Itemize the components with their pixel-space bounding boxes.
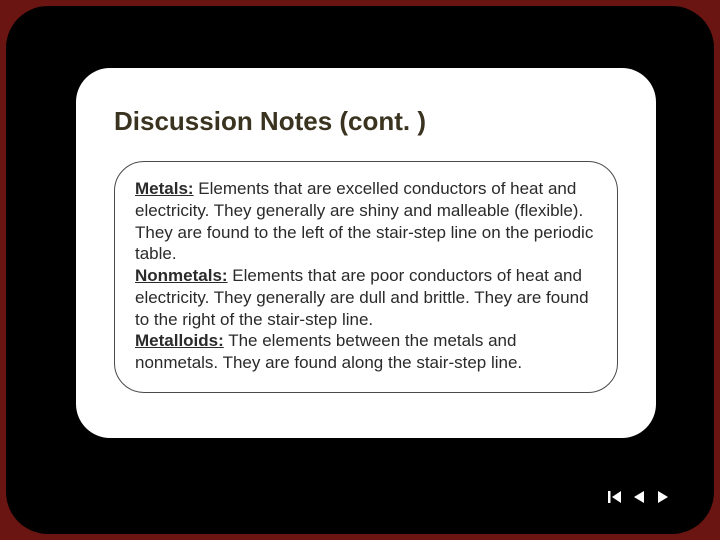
first-slide-icon [608,490,622,504]
definition-metals: Metals: Elements that are excelled condu… [135,178,597,265]
content-card: Discussion Notes (cont. ) Metals: Elemen… [76,68,656,438]
first-slide-button[interactable] [606,488,624,506]
next-slide-icon [657,490,669,504]
slide-inner-panel: Discussion Notes (cont. ) Metals: Elemen… [6,6,714,534]
definition-label: Metals: [135,179,194,198]
definition-label: Metalloids: [135,331,224,350]
definition-label: Nonmetals: [135,266,228,285]
slide-title: Discussion Notes (cont. ) [114,106,618,137]
slide-outer-frame: Discussion Notes (cont. ) Metals: Elemen… [0,0,720,540]
next-slide-button[interactable] [654,488,672,506]
definition-metalloids: Metalloids: The elements between the met… [135,330,597,374]
previous-slide-icon [633,490,645,504]
definition-nonmetals: Nonmetals: Elements that are poor conduc… [135,265,597,330]
previous-slide-button[interactable] [630,488,648,506]
content-bubble: Metals: Elements that are excelled condu… [114,161,618,393]
nav-controls [606,488,672,506]
definition-text: Elements that are excelled conductors of… [135,179,593,263]
